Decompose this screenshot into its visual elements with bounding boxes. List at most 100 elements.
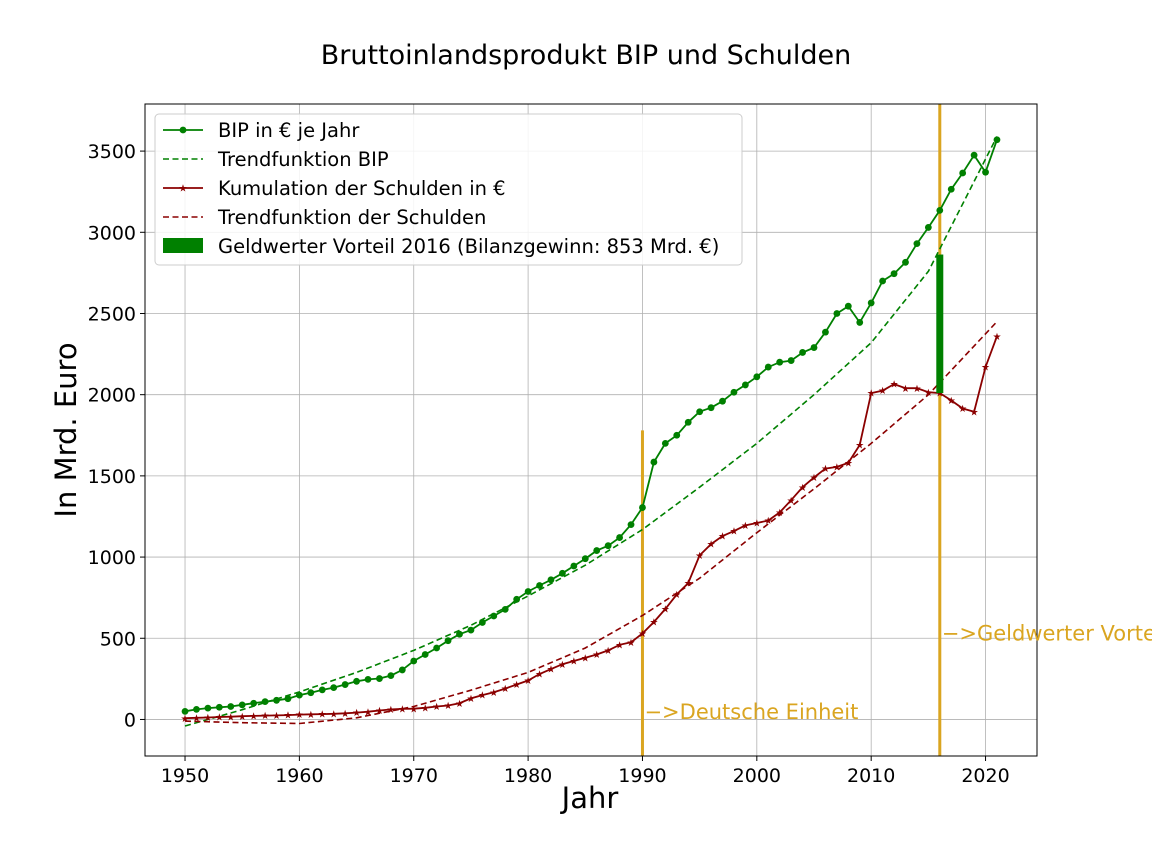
- data-point-bip: [810, 344, 818, 351]
- data-point-schulden: ★: [741, 521, 750, 532]
- data-point-bip: [284, 695, 292, 703]
- data-point-bip: [661, 439, 669, 447]
- data-point-schulden: ★: [226, 712, 235, 723]
- data-point-bip: [547, 576, 555, 584]
- x-tick-label: 1960: [275, 765, 323, 787]
- data-point-schulden: ★: [466, 694, 475, 705]
- trend-line-1: [184, 136, 998, 727]
- data-point-bip: [376, 675, 383, 682]
- data-point-schulden: ★: [787, 496, 796, 507]
- data-point-bip: [776, 358, 784, 366]
- data-point-bip: [959, 169, 967, 177]
- data-point-bip: [764, 363, 772, 371]
- data-point-schulden: ★: [432, 702, 441, 713]
- y-tick-label: 1500: [88, 466, 136, 488]
- data-point-schulden: ★: [764, 516, 773, 527]
- data-point-schulden: ★: [707, 540, 716, 551]
- y-tick-label: 3000: [88, 222, 136, 244]
- data-point-schulden: ★: [592, 650, 601, 661]
- data-point-schulden: ★: [295, 710, 304, 721]
- data-point-schulden: ★: [924, 388, 933, 399]
- data-point-bip: [719, 397, 726, 405]
- annotation-geldwerter-vorteil: −>Geldwerter Vorteil: [942, 621, 1152, 645]
- data-point-bip: [341, 681, 349, 688]
- data-point-schulden: ★: [810, 473, 819, 484]
- data-point-bip: [970, 151, 978, 159]
- legend-box: [154, 113, 743, 266]
- data-point-bip: [581, 555, 589, 563]
- data-point-bip: [947, 185, 955, 193]
- data-point-bip: [536, 582, 543, 589]
- data-point-schulden: ★: [672, 590, 681, 601]
- legend-label: Trendfunktion der Schulden: [217, 206, 486, 229]
- y-tick-label: 500: [100, 628, 136, 650]
- y-axis-label: In Mrd. Euro: [49, 342, 83, 517]
- legend-swatch-bar: [163, 238, 203, 253]
- data-point-schulden: ★: [958, 404, 967, 415]
- data-point-schulden: ★: [627, 638, 636, 649]
- data-point-schulden: ★: [375, 706, 384, 717]
- legend-label: Kumulation der Schulden in €: [218, 177, 506, 200]
- data-point-schulden: ★: [524, 676, 533, 687]
- data-point-schulden: ★: [912, 384, 921, 395]
- data-point-schulden: ★: [546, 665, 555, 676]
- data-point-schulden: ★: [661, 605, 670, 616]
- data-point-bip: [639, 504, 646, 511]
- data-point-schulden: ★: [844, 458, 853, 469]
- data-point-schulden: ★: [283, 711, 292, 722]
- data-point-bip: [833, 310, 841, 317]
- y-tick-label: 1000: [88, 547, 136, 569]
- trend-line-3: [184, 321, 998, 725]
- data-point-bip: [604, 542, 612, 550]
- x-tick-label: 1980: [504, 765, 552, 787]
- data-layer: ★ ★ ★ ★ ★ ★ ★ ★ ★ ★ ★ ★ ★ ★ ★ ★ ★ ★ ★ ★ ★ ★ ★ ★ ★ ★ ★ ★ ★ ★ ★★ ★ ★ ★ ★ ★ ★★ ★…: [181, 104, 1001, 756]
- data-point-schulden: ★: [935, 389, 944, 400]
- x-axis-label: Jahr: [560, 781, 619, 815]
- data-point-bip: [616, 534, 623, 541]
- y-tick-label: 2500: [88, 303, 136, 325]
- data-point-bip: [398, 666, 406, 674]
- data-point-schulden: ★: [501, 684, 510, 695]
- x-tick-label: 2020: [961, 765, 1009, 787]
- legend-label: Geldwerter Vorteil 2016 (Bilanzgewinn: 8…: [218, 235, 719, 258]
- x-tick-label: 1950: [161, 765, 209, 787]
- data-point-bip: [707, 404, 715, 412]
- data-point-schulden: ★: [992, 332, 1001, 343]
- legend-label: Trendfunktion BIP: [217, 148, 389, 171]
- data-point-schulden: ★: [901, 384, 910, 395]
- data-point-schulden: ★: [478, 691, 487, 702]
- data-point-bip: [799, 349, 806, 356]
- x-tick-label: 2000: [733, 765, 781, 787]
- data-point-schulden: ★: [398, 705, 407, 716]
- data-point-schulden: ★: [569, 657, 578, 668]
- data-point-schulden: ★: [615, 640, 624, 651]
- data-point-schulden: ★: [306, 710, 315, 721]
- data-point-bip: [867, 299, 875, 307]
- data-point-bip: [387, 672, 395, 680]
- data-point-schulden: ★: [775, 508, 784, 519]
- data-point-schulden: ★: [192, 713, 201, 724]
- data-point-bip: [215, 703, 223, 711]
- x-tick-label: 2010: [847, 765, 895, 787]
- legend-marker-circle: [179, 126, 187, 134]
- data-point-bip: [421, 651, 429, 658]
- data-point-bip: [936, 206, 944, 214]
- data-point-bip: [490, 612, 498, 620]
- data-point-bip: [924, 224, 932, 231]
- axes-frame: [144, 103, 1038, 757]
- data-point-bip: [822, 328, 829, 336]
- data-point-schulden: ★: [215, 713, 224, 724]
- data-point-bip: [353, 677, 360, 685]
- data-point-bip: [524, 588, 532, 595]
- data-point-schulden: ★: [512, 680, 521, 691]
- data-point-bip: [684, 418, 692, 426]
- data-point-bip: [295, 691, 303, 699]
- data-point-schulden: ★: [604, 646, 613, 657]
- x-tick-label: 1970: [390, 765, 438, 787]
- data-point-bip: [673, 431, 681, 439]
- data-point-bip: [902, 258, 909, 266]
- data-point-bip: [181, 707, 189, 715]
- x-tick-label: 1990: [618, 765, 666, 787]
- data-point-schulden: ★: [798, 483, 807, 494]
